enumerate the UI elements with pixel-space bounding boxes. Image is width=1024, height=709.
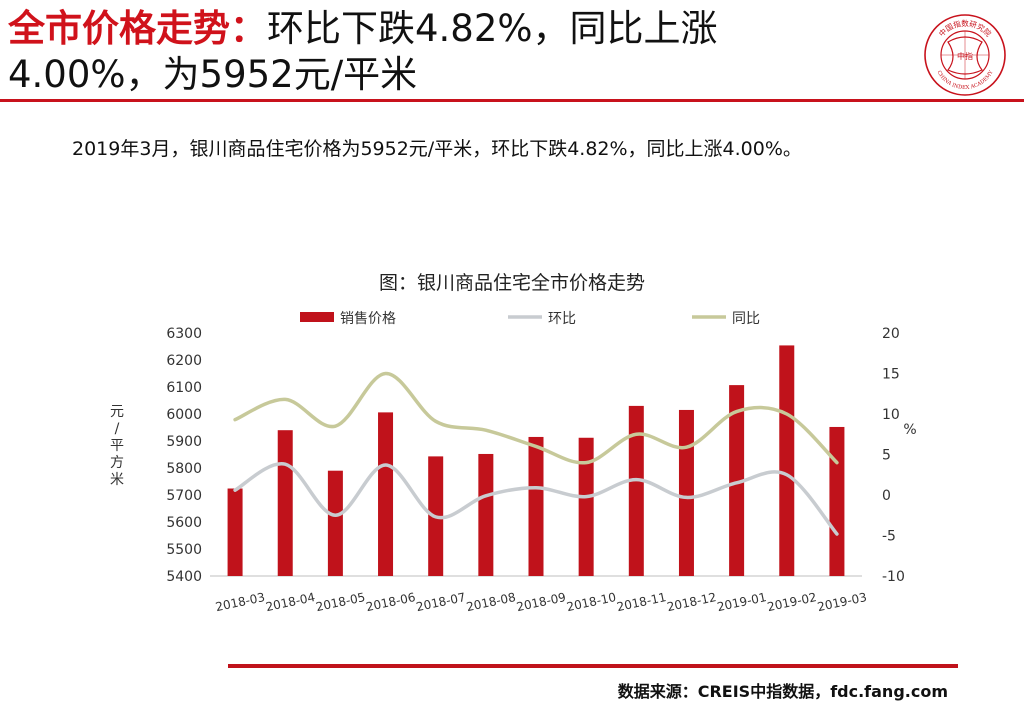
bar-2019-02 xyxy=(779,345,795,576)
y-left-tick-label: 5600 xyxy=(166,515,202,531)
series-line-同比 xyxy=(233,371,839,465)
title-line-2: 4.00%，为5952元/平米 xyxy=(8,53,418,96)
x-tick-label: 2018-11 xyxy=(615,590,667,614)
x-tick-label: 2018-12 xyxy=(666,590,718,614)
y-right-tick-label: -10 xyxy=(882,569,905,585)
y-left-tick-label: 5800 xyxy=(166,461,202,477)
bar-2018-03 xyxy=(227,488,243,576)
legend-swatch-销售价格 xyxy=(300,312,334,322)
y-right-axis-label: % xyxy=(903,422,916,438)
y-left-tick-label: 6200 xyxy=(166,353,202,369)
legend-label-同比: 同比 xyxy=(732,311,760,327)
x-tick-label: 2019-01 xyxy=(716,590,768,614)
x-tick-label: 2018-06 xyxy=(365,590,417,614)
data-source: 数据来源：CREIS中指数据，fdc.fang.com xyxy=(617,682,948,701)
series-line-环比 xyxy=(233,462,839,536)
bar-2018-10 xyxy=(578,437,594,576)
y-left-tick-label: 5700 xyxy=(166,488,202,504)
legend-label-销售价格: 销售价格 xyxy=(340,311,396,327)
bar-2018-05 xyxy=(327,470,343,576)
summary-text: 2019年3月，银川商品住宅价格为5952元/平米，环比下跌4.82%，同比上涨… xyxy=(72,138,802,160)
logo-center-text: 中指 xyxy=(957,51,973,61)
y-left-tick-label: 6100 xyxy=(166,380,202,396)
y-right-tick-label: 10 xyxy=(882,407,900,423)
y-left-tick-label: 6000 xyxy=(166,407,202,423)
china-index-academy-logo: 中国指数研究院 CHINA INDEX ACADEMY 中指 xyxy=(924,14,1006,96)
y-left-tick-label: 5900 xyxy=(166,434,202,450)
bar-2018-11 xyxy=(628,405,644,576)
chart-title: 图：银川商品住宅全市价格走势 xyxy=(378,272,645,294)
y-left-axis-label: 元/平方米 xyxy=(110,404,124,488)
page-title: 全市价格走势：环比下跌4.82%，同比上涨 4.00%，为5952元/平米 xyxy=(8,6,908,98)
footer-divider xyxy=(228,664,958,668)
x-tick-label: 2018-04 xyxy=(264,590,316,614)
bar-2019-01 xyxy=(729,385,745,576)
x-tick-label: 2018-08 xyxy=(465,590,517,614)
x-tick-label: 2018-03 xyxy=(214,590,266,614)
y-right-tick-label: 20 xyxy=(882,326,900,342)
y-right-tick-label: 15 xyxy=(882,367,900,383)
y-left-tick-label: 6300 xyxy=(166,326,202,342)
x-tick-label: 2018-10 xyxy=(565,590,617,614)
bar-2018-12 xyxy=(678,409,694,576)
y-left-tick-label: 5500 xyxy=(166,542,202,558)
bar-2018-08 xyxy=(478,453,494,576)
legend-label-环比: 环比 xyxy=(548,311,576,327)
x-tick-label: 2019-03 xyxy=(816,590,868,614)
y-right-tick-label: 5 xyxy=(882,448,891,464)
x-tick-label: 2018-09 xyxy=(515,590,567,614)
price-trend-chart: 5400 5500 5600 5700 5800 5900 6000 6100 6200 6300… xyxy=(110,311,917,614)
y-right-tick-label: -5 xyxy=(882,529,896,545)
title-line-1: 全市价格走势：环比下跌4.82%，同比上涨 xyxy=(8,6,908,52)
y-left-tick-label: 5400 xyxy=(166,569,202,585)
title-highlight: 全市价格走势： xyxy=(8,7,267,50)
bar-2018-04 xyxy=(277,430,293,576)
y-right-tick-label: 0 xyxy=(882,488,891,504)
x-tick-label: 2019-02 xyxy=(766,590,818,614)
bar-2019-03 xyxy=(829,426,845,576)
title-rest: 环比下跌4.82%，同比上涨 xyxy=(267,7,718,50)
x-tick-label: 2018-07 xyxy=(415,590,467,614)
x-tick-label: 2018-05 xyxy=(315,590,367,614)
header-divider xyxy=(0,99,1024,102)
bar-2018-06 xyxy=(378,412,394,576)
bar-2018-09 xyxy=(528,436,544,576)
